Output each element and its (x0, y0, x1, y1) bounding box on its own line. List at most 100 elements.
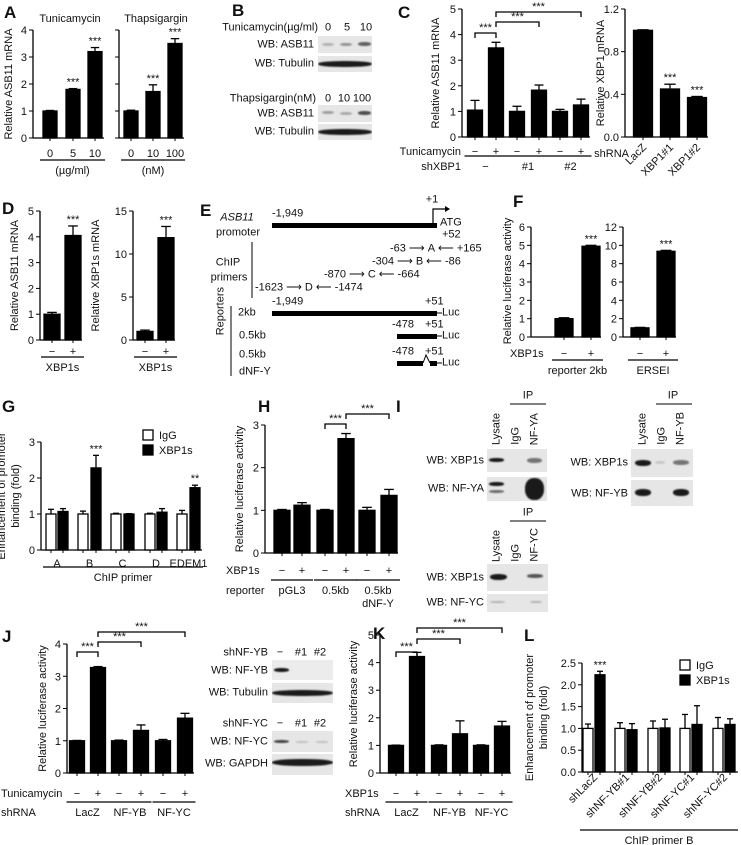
chart-f1: 0 1 2 3 4 5 6 *** Relative luciferase activity XB… (502, 217, 607, 377)
label-line: 10 (147, 148, 159, 160)
lane-label: Lysate (490, 412, 503, 445)
panel-label-j: J (2, 627, 12, 646)
shnfyb-header: shNF-YB (223, 646, 268, 659)
y-tick-label: 4 (611, 295, 617, 307)
label-line: − (364, 565, 370, 577)
y-tick-label: 1.2 (604, 4, 619, 16)
reporter-name-2: dNF-Y (239, 365, 271, 378)
y-tick-label: 0 (21, 133, 27, 145)
reporter-start: -478 (392, 318, 415, 331)
right-arrow-icon: ⟶ (408, 242, 425, 255)
primer-name: A (427, 242, 436, 255)
primer-fwd: -1623 (255, 281, 284, 294)
y-tick-label: 10 (115, 249, 127, 261)
panel-label-h: H (258, 397, 271, 416)
category-label: − (160, 788, 166, 800)
lane-label: NF-YB (674, 412, 687, 445)
significance-label: *** (660, 238, 674, 250)
y-tick-label: 15 (115, 206, 127, 218)
lane-label: #2 (313, 646, 327, 659)
chip-label: primers (210, 271, 248, 284)
chart-h: 0 1 2 3 *** *** Relative luciferase activity XB… (226, 403, 400, 610)
blot-gapdh (272, 754, 333, 775)
label-line: (µg/ml) (55, 165, 89, 177)
bar (123, 513, 135, 551)
promoter-label: promoter (215, 226, 261, 239)
y-tick-label: 2 (21, 79, 27, 91)
y-tick-label: 0.0 (561, 767, 576, 779)
bar (659, 88, 681, 138)
comparison-label: *** (361, 403, 375, 415)
label-line: 100 (166, 148, 184, 160)
bar (582, 727, 594, 773)
primer-b: -304 ⟶ B ⟵ -86 (372, 255, 461, 268)
bar (293, 504, 311, 554)
label-line: NF-YC (157, 807, 191, 819)
label-line: − (472, 146, 478, 158)
wb-label: WB: ASB11 (257, 38, 314, 51)
category-label: + (663, 348, 669, 360)
bar (380, 494, 398, 554)
category-label: 0 (128, 148, 134, 160)
category-label: − (49, 346, 55, 358)
atg-label: ATG (440, 216, 462, 229)
lane-label: Lysate (490, 529, 503, 562)
y-axis-label: Relative luciferase activity (234, 425, 246, 552)
row-label: XBP1s (226, 565, 260, 577)
category-label: + (95, 788, 101, 800)
label-line: − (49, 346, 55, 358)
comparison-bracket (76, 651, 99, 657)
y-tick-label: 2 (611, 314, 617, 326)
panel-label-e: E (200, 201, 212, 220)
y-tick-label: 12 (605, 222, 617, 234)
wb-label: WB: GAPDH (205, 757, 268, 770)
bar (156, 511, 168, 551)
group-label: #2 (564, 161, 576, 173)
wb-label: WB: Tubulin (208, 686, 268, 699)
label-line: pGL3 (279, 585, 306, 597)
primer-fwd: -870 (324, 268, 347, 281)
wb-label: WB: XBP1s (426, 454, 484, 467)
significance-label: *** (585, 233, 599, 245)
primer-name: D (304, 281, 313, 294)
label-line: C (119, 558, 127, 570)
right-arrow-icon: ⟶ (397, 255, 413, 268)
label-line: NF-YB (114, 807, 147, 819)
y-tick-label: 8 (611, 259, 617, 271)
blot-xbp1s-nfyb (631, 449, 693, 477)
panel-label-c: C (398, 3, 411, 22)
y-tick-label: 3 (450, 55, 456, 67)
label-line: + (578, 146, 584, 158)
label-line: D (152, 558, 160, 570)
shnfyc-header: shNF-YC (222, 717, 268, 730)
primer-name: B (415, 255, 424, 268)
significance-label: *** (67, 214, 81, 226)
label-line: + (386, 565, 392, 577)
y-axis-label: Relative XBP1s mRNA (90, 219, 102, 332)
bar (466, 109, 484, 138)
label-line: − (279, 565, 285, 577)
bar (144, 513, 156, 551)
y-tick-label: 0 (519, 332, 525, 344)
lane-label: NF-YC (528, 528, 541, 562)
reporter-end: +51 (425, 345, 444, 358)
category-label: − (478, 788, 484, 800)
row-label: shRNA (1, 807, 37, 819)
wb-label: WB: NF-YC (210, 735, 268, 748)
ip-label: IP (522, 506, 534, 519)
group-label: ChIP primer (94, 572, 153, 584)
label-line: − (478, 788, 484, 800)
bar (358, 509, 376, 554)
y-tick-label: 5 (450, 4, 456, 16)
bar (337, 438, 355, 554)
chart-a1: 0 1 2 3 4 *** *** Relative ASB11 mRNA Tunicamyci… (3, 13, 105, 177)
y-tick-label: 4 (368, 658, 374, 670)
legend-swatch (679, 659, 691, 671)
right-arrow-icon: ⟶ (349, 268, 365, 281)
chart-title: Tunicamycin (39, 13, 100, 25)
category-label: A (53, 558, 61, 570)
y-tick-label: 0 (253, 548, 259, 560)
lane-label: NF-YA (528, 412, 541, 445)
